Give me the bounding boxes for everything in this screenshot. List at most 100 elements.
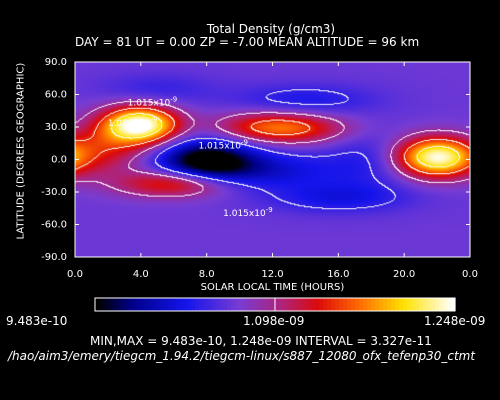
colorbar-segment bbox=[231, 298, 236, 311]
file-path: /hao/aim3/emery/tiegcm_1.94.2/tiegcm-lin… bbox=[8, 349, 476, 363]
colorbar-segment bbox=[283, 298, 288, 311]
colorbar-segment bbox=[355, 298, 360, 311]
colorbar-segment bbox=[335, 298, 340, 311]
contour-lines bbox=[75, 62, 470, 257]
colorbar-segment bbox=[239, 298, 244, 311]
colorbar-segment bbox=[175, 298, 180, 311]
colorbar-segment bbox=[215, 298, 220, 311]
colorbar-segment bbox=[427, 298, 432, 311]
colorbar-segment bbox=[399, 298, 404, 311]
colorbar-segment bbox=[287, 298, 292, 311]
colorbar-segment bbox=[303, 298, 308, 311]
colorbar-segment bbox=[147, 298, 152, 311]
x-tick-label: 0.0 bbox=[67, 269, 83, 280]
y-tick-label: 90.0 bbox=[45, 57, 67, 68]
x-axis-label: SOLAR LOCAL TIME (HOURS) bbox=[200, 282, 345, 293]
colorbar-segment bbox=[431, 298, 436, 311]
x-tick-label: 12.0 bbox=[261, 269, 283, 280]
colorbar-segment bbox=[195, 298, 200, 311]
colorbar-segment bbox=[359, 298, 364, 311]
colorbar-segment bbox=[275, 298, 280, 311]
colorbar-segment bbox=[155, 298, 160, 311]
chart-subtitle: DAY = 81 UT = 0.00 ZP = -7.00 MEAN ALTIT… bbox=[75, 35, 420, 49]
colorbar-segment bbox=[139, 298, 144, 311]
colorbar-segment bbox=[323, 298, 328, 311]
colorbar-segment bbox=[163, 298, 168, 311]
colorbar-segment bbox=[331, 298, 336, 311]
colorbar-segment bbox=[167, 298, 172, 311]
colorbar-min-label: 9.483e-10 bbox=[6, 314, 68, 328]
colorbar-segment bbox=[267, 298, 272, 311]
chart-title: Total Density (g/cm3) bbox=[206, 22, 336, 36]
colorbar-mid-label: 1.098e-09 bbox=[243, 314, 305, 328]
colorbar-segment bbox=[443, 298, 448, 311]
colorbar-segment bbox=[255, 298, 260, 311]
contour-label: 1.081x10-9 bbox=[108, 116, 158, 129]
colorbar-segment bbox=[115, 298, 120, 311]
colorbar-segment bbox=[295, 298, 300, 311]
colorbar-segment bbox=[439, 298, 444, 311]
colorbar-segment bbox=[423, 298, 428, 311]
colorbar-segment bbox=[191, 298, 196, 311]
contour-label: 1.015x10-9 bbox=[223, 206, 273, 219]
colorbar-segment bbox=[315, 298, 320, 311]
colorbar-segment bbox=[307, 298, 312, 311]
colorbar-segment bbox=[451, 298, 456, 311]
colorbar-segment bbox=[111, 298, 116, 311]
colorbar-segment bbox=[319, 298, 324, 311]
colorbar-segment bbox=[95, 298, 100, 311]
colorbar-segment bbox=[123, 298, 128, 311]
contour-label: 1.015x10-9 bbox=[198, 139, 248, 152]
y-tick-label: 60.0 bbox=[45, 90, 67, 101]
x-tick-label: 4.0 bbox=[133, 269, 149, 280]
colorbar-segment bbox=[235, 298, 240, 311]
y-tick-label: -60.0 bbox=[41, 220, 67, 231]
colorbar-segment bbox=[327, 298, 332, 311]
colorbar-max-label: 1.248e-09 bbox=[424, 314, 486, 328]
colorbar-segment bbox=[187, 298, 192, 311]
colorbar-segment bbox=[387, 298, 392, 311]
colorbar-segment bbox=[395, 298, 400, 311]
colorbar-segment bbox=[403, 298, 408, 311]
colorbar-segment bbox=[347, 298, 352, 311]
colorbar-segment bbox=[419, 298, 424, 311]
colorbar-segment bbox=[131, 298, 136, 311]
colorbar-segment bbox=[143, 298, 148, 311]
colorbar-segment bbox=[207, 298, 212, 311]
colorbar-segment bbox=[247, 298, 252, 311]
colorbar-segment bbox=[407, 298, 412, 311]
colorbar-segment bbox=[103, 298, 108, 311]
colorbar-segment bbox=[447, 298, 452, 311]
colorbar-segment bbox=[379, 298, 384, 311]
colorbar-segment bbox=[183, 298, 188, 311]
colorbar-segment bbox=[263, 298, 268, 311]
colorbar-segment bbox=[259, 298, 264, 311]
colorbar-segment bbox=[299, 298, 304, 311]
colorbar-segment bbox=[199, 298, 204, 311]
x-tick-label: 0.0 bbox=[462, 269, 478, 280]
colorbar-segment bbox=[383, 298, 388, 311]
colorbar-segment bbox=[411, 298, 416, 311]
colorbar-segment bbox=[279, 298, 284, 311]
colorbar-segment bbox=[271, 298, 276, 311]
colorbar-segment bbox=[251, 298, 256, 311]
colorbar-segment bbox=[351, 298, 356, 311]
y-tick-label: 0.0 bbox=[51, 155, 67, 166]
colorbar-segment bbox=[391, 298, 396, 311]
colorbar-segment bbox=[311, 298, 316, 311]
y-axis-label: LATITUDE (DEGREES GEOGRAPHIC) bbox=[15, 62, 27, 240]
x-tick-label: 8.0 bbox=[199, 269, 215, 280]
colorbar-segment bbox=[343, 298, 348, 311]
colorbar-segment bbox=[375, 298, 380, 311]
colorbar-segment bbox=[135, 298, 140, 311]
colorbar-segment bbox=[179, 298, 184, 311]
y-tick-label: -30.0 bbox=[41, 187, 67, 198]
y-tick-label: -90.0 bbox=[41, 252, 67, 263]
colorbar-segment bbox=[415, 298, 420, 311]
stats-line: MIN,MAX = 9.483e-10, 1.248e-09 INTERVAL … bbox=[90, 334, 432, 348]
colorbar-segment bbox=[171, 298, 176, 311]
colorbar-segment bbox=[107, 298, 112, 311]
y-tick-label: 30.0 bbox=[45, 122, 67, 133]
colorbar-segment bbox=[371, 298, 376, 311]
